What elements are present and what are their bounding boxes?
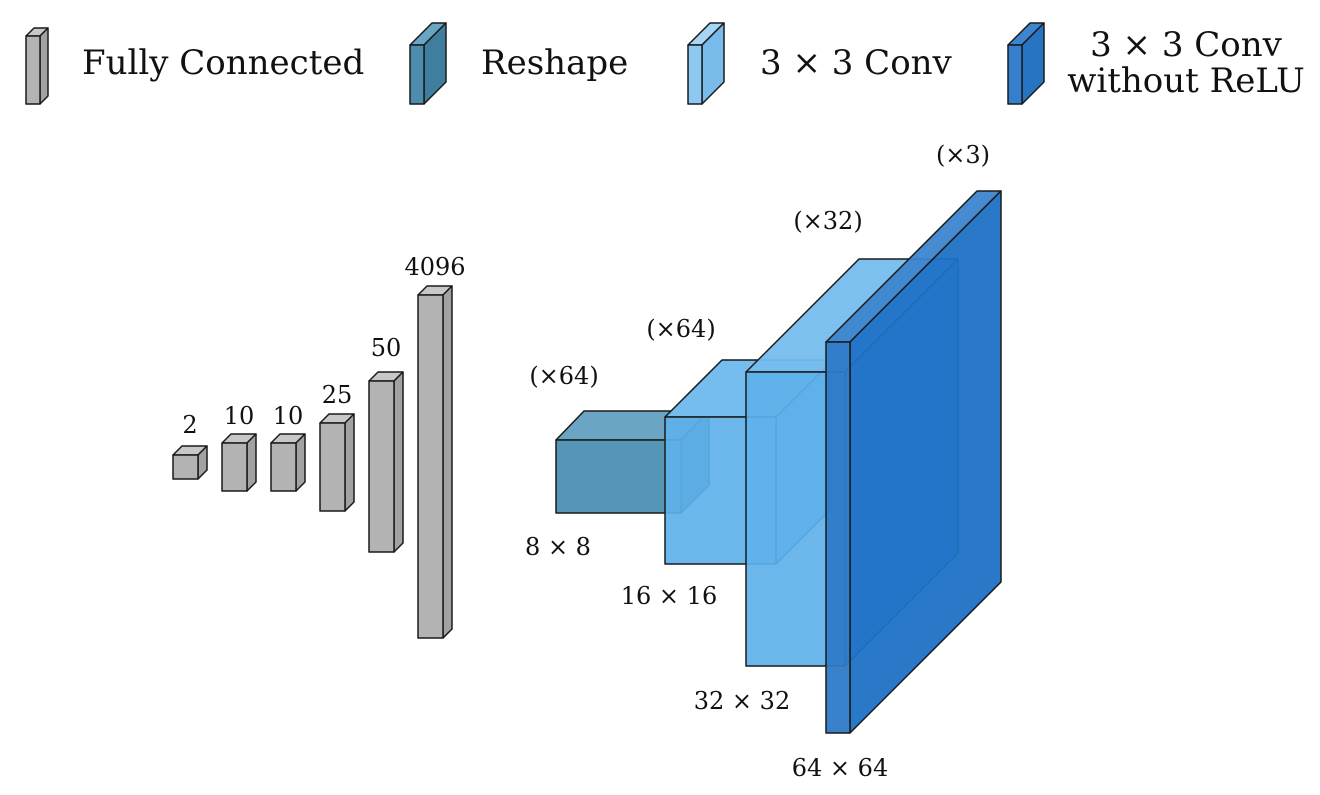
conv-norelu-block-64 — [825, 190, 1002, 734]
legend-conv-norelu-icon — [1007, 22, 1045, 105]
fc-layer — [319, 413, 355, 512]
legend-reshape-icon — [409, 22, 447, 105]
fc-layer — [368, 371, 404, 553]
conv16-channels-label: (×64) — [646, 315, 715, 343]
legend-fc-label: Fully Connected — [82, 43, 364, 83]
legend-reshape-label: Reshape — [481, 43, 628, 83]
fc-layer-label: 25 — [322, 381, 353, 409]
fc-layer — [221, 433, 257, 492]
final-size-label: 64 × 64 — [792, 754, 888, 782]
legend-conv-norelu-label-line2: without ReLU — [1067, 61, 1304, 101]
fc-layer — [270, 433, 306, 492]
conv-blocks: (×64) 8 × 8 (×64) 16 × 16 (×32) 32 × 32 … — [525, 141, 1002, 782]
conv16-size-label: 16 × 16 — [621, 582, 717, 610]
fc-layer-label: 4096 — [404, 253, 465, 281]
fc-layers: 2 10 10 25 50 — [172, 253, 466, 639]
fc-layer — [172, 445, 208, 480]
fc-layer-label: 50 — [371, 334, 402, 362]
fc-layer-label: 10 — [273, 402, 304, 430]
fc-layer-label: 2 — [182, 411, 197, 439]
legend-conv-icon — [687, 22, 725, 105]
reshape-size-label: 8 × 8 — [525, 533, 591, 561]
legend-conv-norelu-label-line1: 3 × 3 Conv — [1090, 25, 1283, 65]
final-channels-label: (×3) — [936, 141, 990, 169]
legend-conv-label: 3 × 3 Conv — [760, 43, 953, 83]
legend-fc-icon — [25, 27, 49, 105]
fc-layer-label: 10 — [224, 402, 255, 430]
legend: Fully Connected Reshape 3 × 3 Conv 3 × 3… — [25, 22, 1305, 105]
fc-layer — [417, 285, 453, 639]
reshape-channels-label: (×64) — [529, 362, 598, 390]
conv32-size-label: 32 × 32 — [694, 687, 790, 715]
conv32-channels-label: (×32) — [793, 207, 862, 235]
